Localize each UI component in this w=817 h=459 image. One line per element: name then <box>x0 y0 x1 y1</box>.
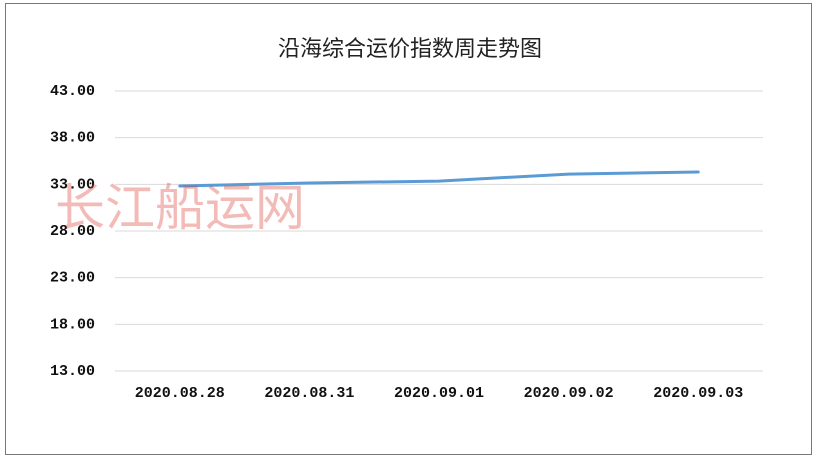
x-tick-label: 2020.08.28 <box>135 385 225 402</box>
x-tick-label: 2020.09.02 <box>524 385 614 402</box>
plot-area: 13.00 18.00 23.00 28.00 33.00 38.00 43.00 2020.… <box>50 83 763 402</box>
y-tick-label: 38.00 <box>50 130 95 147</box>
x-tick-label: 2020.09.03 <box>653 385 743 402</box>
chart-title: 沿海综合运价指数周走势图 <box>278 37 542 62</box>
y-tick-label: 13.00 <box>50 363 95 380</box>
y-tick-label: 33.00 <box>50 176 95 193</box>
chart-border <box>5 3 812 455</box>
y-tick-label: 18.00 <box>50 316 95 333</box>
x-tick-label: 2020.08.31 <box>264 385 354 402</box>
x-tick-label: 2020.09.01 <box>394 385 484 402</box>
watermark: 长江船运网 <box>55 179 305 237</box>
y-tick-label: 43.00 <box>50 83 95 100</box>
y-tick-label: 23.00 <box>50 270 95 287</box>
y-tick-label: 28.00 <box>50 223 95 240</box>
data-line <box>178 170 700 188</box>
